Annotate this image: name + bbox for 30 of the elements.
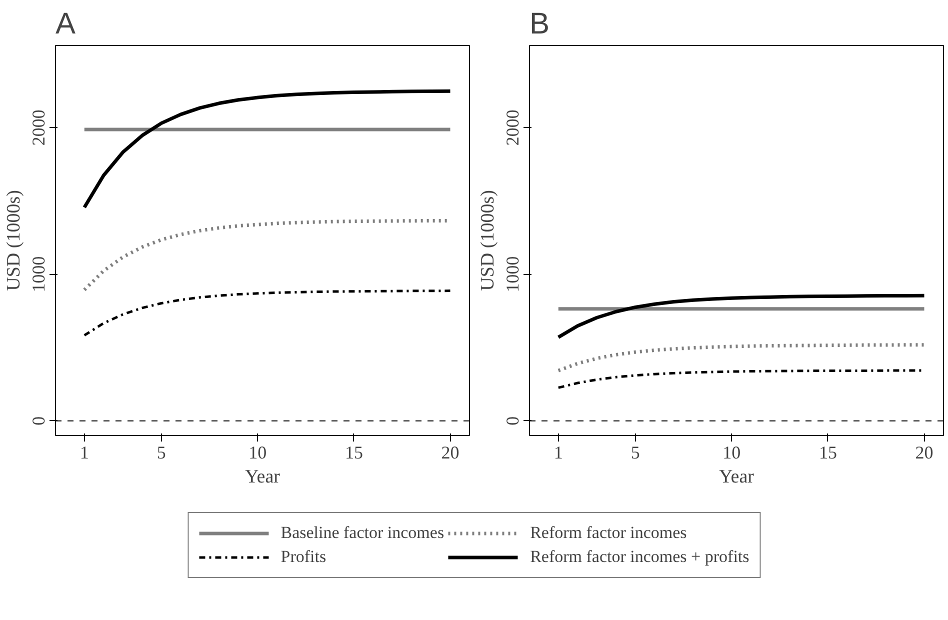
- line-series: [556, 294, 926, 340]
- y-tick-label: 0: [502, 416, 522, 426]
- y-tick-label: 1000: [28, 256, 48, 292]
- line-series: [83, 290, 452, 337]
- x-tick-label: 20: [915, 442, 934, 462]
- y-tick-label: 0: [28, 416, 48, 426]
- y-tick-label: 2000: [502, 110, 522, 146]
- line-series: [556, 343, 926, 372]
- x-tick-label: 15: [818, 442, 837, 462]
- x-tick-label: 10: [722, 442, 741, 462]
- legend-label: Baseline factor incomes: [280, 523, 444, 543]
- x-tick-label: 1: [554, 442, 563, 462]
- x-tick-label: 15: [344, 442, 363, 462]
- x-tick-label: 10: [248, 442, 267, 462]
- legend-label: Profits: [280, 547, 326, 567]
- x-tick-label: 5: [156, 442, 166, 462]
- y-tick-label: 1000: [502, 256, 522, 292]
- x-tick-label: 20: [441, 442, 460, 462]
- y-axis-title: USD (1000s): [4, 190, 24, 291]
- legend-label: Reform factor incomes + profits: [530, 547, 750, 567]
- x-axis-title: Year: [244, 466, 281, 488]
- chart-title: B: [530, 8, 550, 40]
- y-tick-label: 2000: [28, 110, 48, 146]
- x-tick-label: 5: [630, 442, 640, 462]
- y-axis-title: USD (1000s): [478, 190, 498, 291]
- x-axis-title: Year: [718, 466, 755, 488]
- legend-label: Reform factor incomes: [530, 523, 687, 543]
- chart-title: A: [56, 8, 76, 40]
- x-tick-label: 1: [80, 442, 89, 462]
- line-series: [82, 89, 452, 210]
